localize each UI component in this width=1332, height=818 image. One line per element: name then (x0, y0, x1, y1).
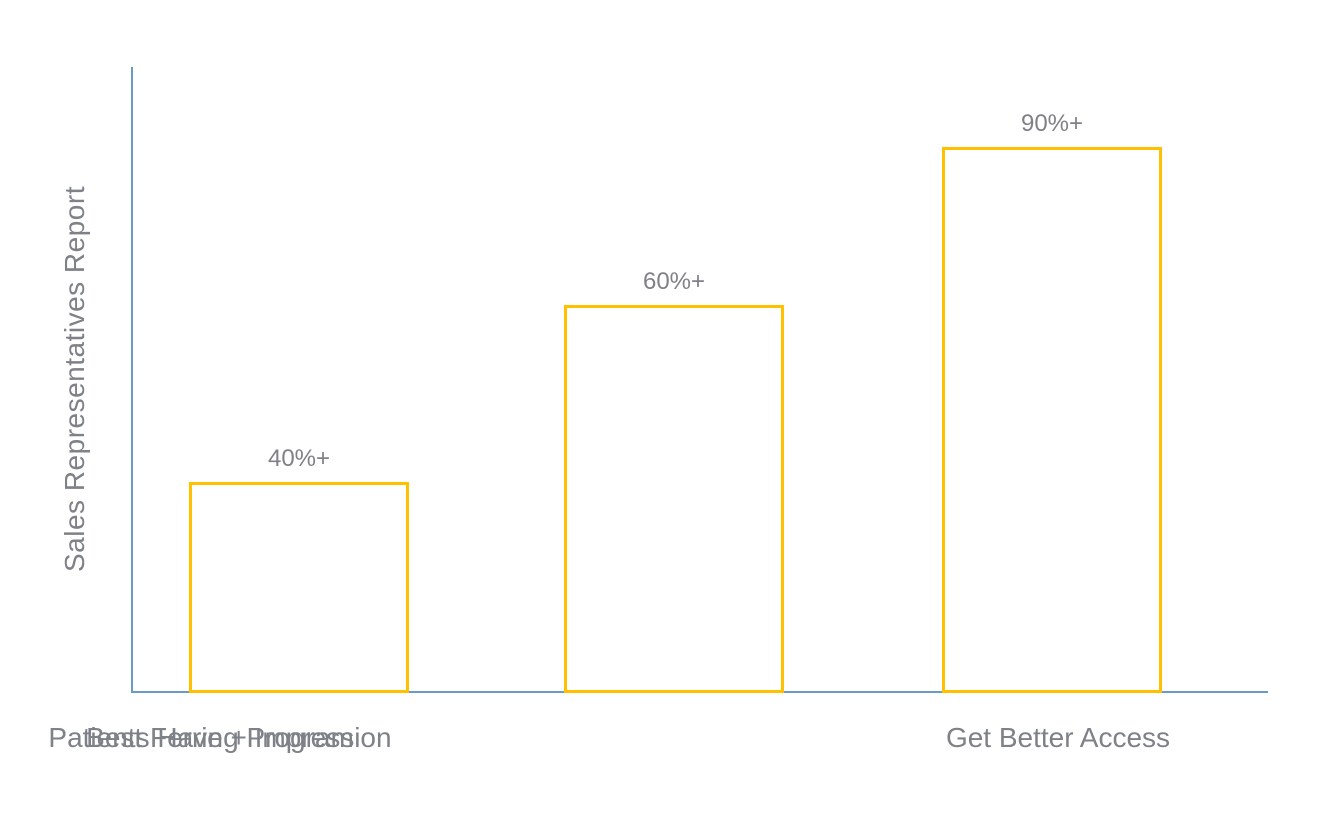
data-label: 90%+ (1020, 110, 1084, 137)
bar-group-best-ferring-program: 60%+ (564, 69, 784, 693)
bar (942, 147, 1162, 693)
x-axis-category-label: Get Better Access (945, 722, 1171, 753)
data-label: 40%+ (267, 445, 331, 472)
bar (564, 305, 784, 693)
bar-group-get-better-access: 40%+ (189, 69, 409, 693)
bar-group-patients-have-impression: 90%+ (942, 69, 1162, 693)
bar (189, 482, 409, 693)
x-axis-category-label: Patients Have + Impression (48, 722, 392, 753)
y-axis-title-container: Sales Representatives Report (50, 67, 100, 691)
y-axis-title: Sales Representatives Report (59, 186, 91, 572)
plot-area: 40%+ 60%+ 90%+ (131, 67, 1268, 693)
data-label: 60%+ (642, 268, 706, 295)
x-axis-category-label: Best Ferring Program (86, 722, 354, 753)
